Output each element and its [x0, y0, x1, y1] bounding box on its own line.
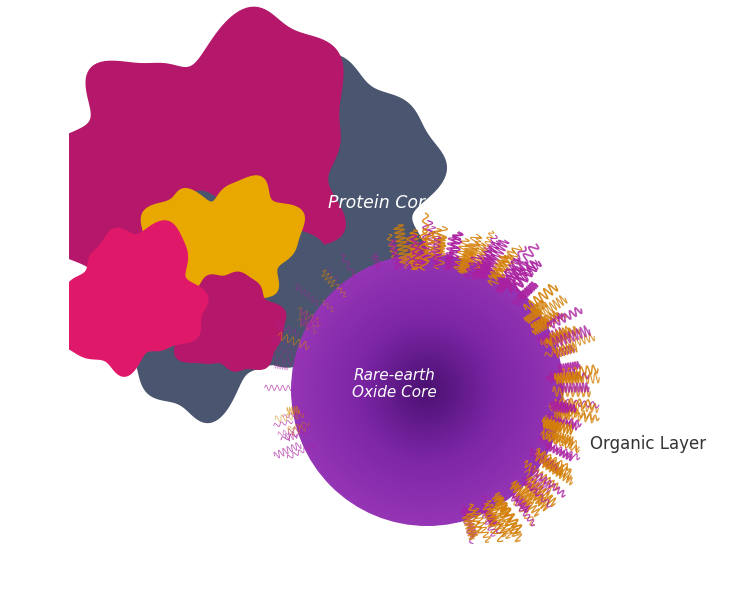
Circle shape [397, 359, 458, 420]
Circle shape [336, 298, 519, 482]
Circle shape [319, 281, 536, 499]
Circle shape [395, 358, 460, 422]
Circle shape [394, 356, 461, 423]
Circle shape [378, 341, 477, 439]
Circle shape [412, 374, 443, 405]
Circle shape [360, 322, 495, 457]
Circle shape [365, 327, 490, 453]
Circle shape [388, 351, 466, 429]
Circle shape [410, 373, 444, 407]
Circle shape [317, 280, 537, 500]
Circle shape [371, 334, 483, 446]
Circle shape [339, 302, 515, 478]
Polygon shape [34, 7, 346, 327]
Circle shape [326, 288, 529, 491]
Circle shape [368, 330, 486, 449]
Circle shape [343, 305, 512, 474]
Circle shape [293, 256, 561, 524]
Circle shape [344, 307, 510, 473]
Circle shape [309, 271, 546, 508]
Circle shape [348, 310, 507, 469]
Circle shape [297, 260, 558, 520]
Circle shape [422, 385, 432, 395]
Circle shape [331, 293, 524, 486]
Circle shape [292, 254, 562, 525]
Circle shape [415, 378, 439, 402]
Circle shape [310, 273, 544, 507]
Circle shape [424, 387, 431, 393]
Circle shape [407, 370, 448, 410]
Circle shape [356, 319, 498, 461]
Circle shape [361, 324, 494, 456]
Circle shape [357, 321, 497, 459]
Circle shape [400, 363, 454, 417]
Polygon shape [175, 272, 286, 371]
Text: Protein Corona: Protein Corona [328, 194, 457, 212]
Circle shape [398, 361, 456, 419]
Circle shape [420, 383, 434, 397]
Circle shape [354, 317, 500, 463]
Circle shape [386, 349, 468, 431]
Circle shape [353, 315, 502, 465]
Circle shape [374, 338, 480, 442]
Circle shape [380, 342, 474, 437]
Circle shape [306, 268, 549, 512]
Circle shape [329, 292, 525, 488]
Circle shape [324, 287, 531, 493]
Circle shape [337, 300, 517, 480]
Polygon shape [119, 191, 343, 422]
Circle shape [363, 325, 491, 454]
Circle shape [390, 353, 465, 427]
Circle shape [320, 283, 534, 497]
Text: Organic Layer: Organic Layer [590, 435, 706, 453]
Circle shape [385, 347, 470, 432]
Circle shape [377, 339, 478, 440]
Circle shape [414, 376, 441, 404]
Circle shape [334, 296, 520, 483]
Circle shape [417, 380, 437, 400]
Circle shape [403, 366, 451, 414]
Circle shape [366, 329, 488, 451]
Circle shape [295, 258, 559, 522]
Polygon shape [158, 29, 446, 367]
Circle shape [303, 266, 551, 514]
Circle shape [402, 364, 453, 415]
Circle shape [382, 344, 473, 436]
Circle shape [298, 261, 556, 518]
Circle shape [419, 381, 436, 398]
Circle shape [373, 336, 482, 444]
Polygon shape [50, 221, 208, 376]
Circle shape [307, 270, 548, 510]
Circle shape [322, 285, 532, 495]
Circle shape [315, 278, 539, 502]
Circle shape [332, 295, 522, 485]
Text: Rare-earth
Oxide Core: Rare-earth Oxide Core [352, 368, 437, 400]
Circle shape [408, 371, 445, 408]
Polygon shape [141, 176, 304, 321]
Circle shape [300, 263, 554, 517]
Circle shape [406, 368, 449, 412]
Circle shape [327, 290, 527, 490]
Circle shape [312, 275, 542, 505]
Circle shape [369, 332, 485, 448]
Circle shape [351, 313, 503, 466]
Circle shape [302, 264, 553, 515]
Circle shape [314, 276, 541, 503]
Circle shape [346, 309, 508, 471]
Circle shape [391, 355, 462, 425]
Circle shape [383, 346, 471, 434]
Circle shape [425, 388, 429, 391]
Circle shape [349, 312, 505, 468]
Circle shape [341, 304, 514, 476]
